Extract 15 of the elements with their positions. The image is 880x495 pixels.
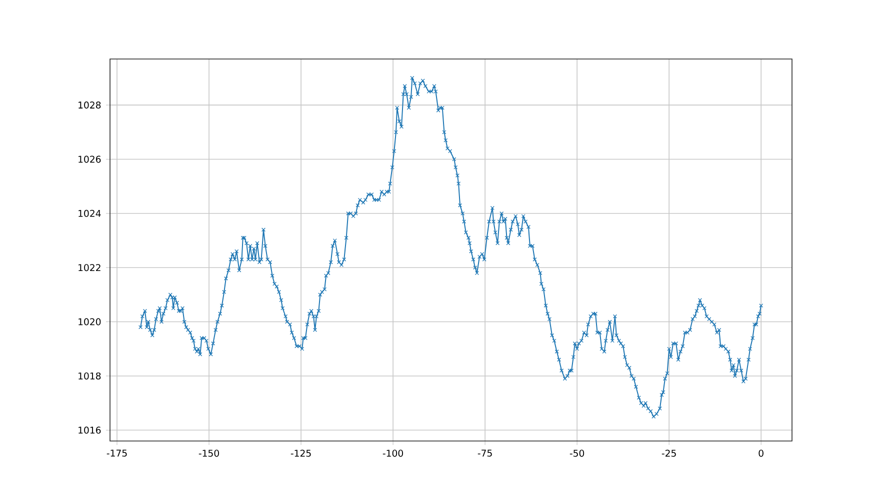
x-tick-label: -175 <box>106 450 127 457</box>
y-tick-label: 1024 <box>78 210 101 217</box>
y-tick-label: 1028 <box>78 102 101 109</box>
x-tick-label: -75 <box>478 450 492 457</box>
y-tick-label: 1018 <box>78 372 101 380</box>
x-tick-label: 0 <box>758 450 764 457</box>
y-tick-label: 1026 <box>78 156 101 163</box>
y-tick-label: 1022 <box>78 264 100 272</box>
x-tick-label: -25 <box>662 450 676 457</box>
x-tick-label: -150 <box>198 450 219 457</box>
y-tick-label: 1020 <box>78 318 101 326</box>
x-tick-label: -50 <box>570 450 584 457</box>
x-tick-label: -125 <box>290 450 311 457</box>
y-tick-label: 1016 <box>78 426 101 434</box>
x-tick-label: -100 <box>382 450 403 457</box>
